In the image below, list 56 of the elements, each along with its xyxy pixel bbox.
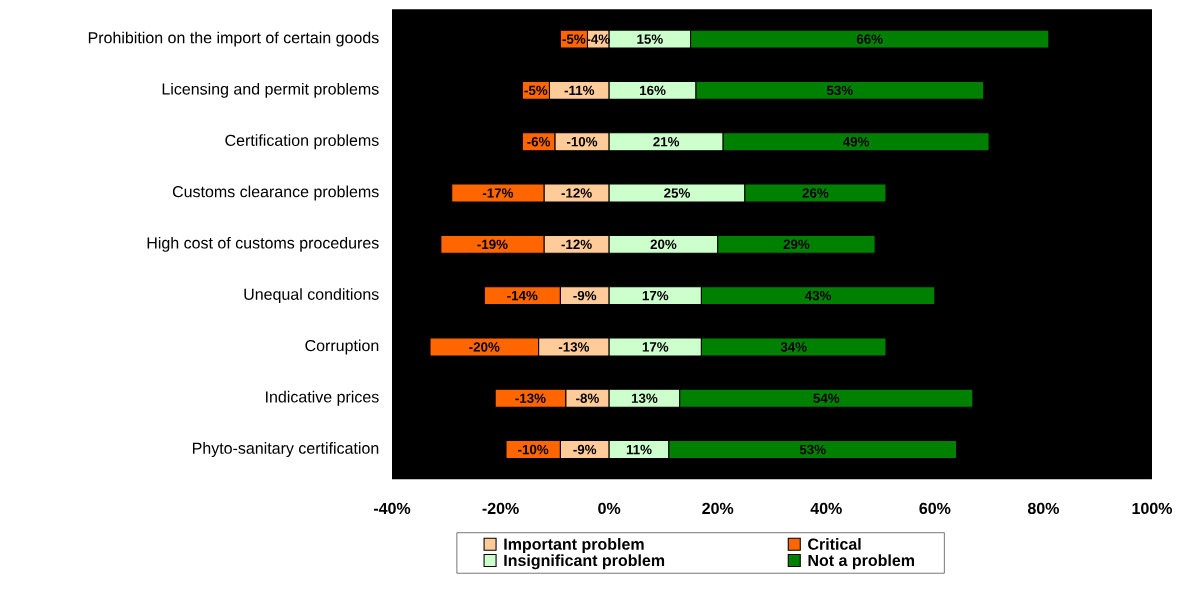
y-tick-label: Licensing and permit problems <box>162 82 379 98</box>
x-tick-label: 80% <box>1027 502 1060 515</box>
data-label: -19% <box>477 239 508 250</box>
data-label: 17% <box>642 342 669 352</box>
data-label: -5% <box>524 85 548 96</box>
data-label: 54% <box>813 393 840 403</box>
y-tick-label: Certification problems <box>225 134 379 150</box>
data-label: -9% <box>573 290 597 301</box>
data-label: 13% <box>631 393 658 403</box>
y-tick-label: High cost of customs procedures <box>147 236 379 252</box>
data-label: 11% <box>626 444 652 455</box>
data-label: 49% <box>843 136 870 147</box>
data-label: -8% <box>576 393 599 403</box>
x-tick-label: 0% <box>598 502 621 515</box>
data-label: 16% <box>640 85 666 96</box>
y-tick-label: Prohibition on the import of certain goods <box>88 31 379 47</box>
data-label: -17% <box>482 188 514 198</box>
y-tick-label: Indicative prices <box>266 390 379 406</box>
data-label: 21% <box>653 137 680 147</box>
data-label: 25% <box>664 188 690 198</box>
legend-label: Critical <box>808 538 861 550</box>
y-tick-label: Corruption <box>305 339 379 355</box>
data-label: -13% <box>558 342 590 352</box>
data-label: 53% <box>826 85 853 96</box>
x-tick-label: -40% <box>373 502 411 515</box>
data-label: 15% <box>637 34 663 44</box>
y-tick-label: Customs clearance problems <box>172 185 379 201</box>
data-label: -12% <box>561 188 592 198</box>
data-label: -10% <box>518 444 549 455</box>
data-label: -10% <box>566 136 598 147</box>
legend-label: Insignificant problem <box>504 554 665 570</box>
legend-label: Not a problem <box>808 554 915 570</box>
x-tick-label: 100% <box>1132 502 1173 515</box>
data-label: -20% <box>469 342 500 352</box>
data-label: 43% <box>805 290 832 301</box>
data-label: 53% <box>799 444 826 455</box>
data-label: 20% <box>650 239 677 250</box>
x-tick-label: -20% <box>482 502 519 515</box>
data-label: 66% <box>856 34 883 44</box>
data-label: 34% <box>780 342 807 352</box>
data-label: -5% <box>562 34 586 44</box>
legend-label: Important problem <box>504 538 644 553</box>
y-tick-label: Unequal conditions <box>244 288 379 304</box>
x-tick-label: 40% <box>810 502 842 515</box>
x-tick-label: 60% <box>919 502 951 515</box>
data-label: 17% <box>642 290 669 301</box>
y-tick-label: Phyto-sanitary certification <box>192 442 379 458</box>
data-label: -6% <box>527 136 551 147</box>
data-label: -14% <box>507 290 538 301</box>
data-label: -9% <box>573 444 597 455</box>
data-label: 26% <box>802 188 829 198</box>
data-label: -12% <box>561 239 592 250</box>
x-tick-label: 20% <box>702 502 734 515</box>
data-label: -13% <box>515 393 546 403</box>
data-label: -11% <box>564 85 595 96</box>
data-label: 29% <box>783 239 810 250</box>
